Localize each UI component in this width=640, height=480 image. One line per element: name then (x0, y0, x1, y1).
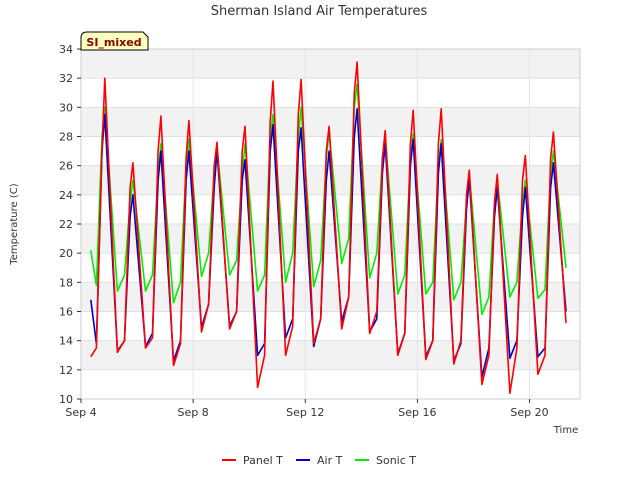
x-tick-label: Sep 20 (510, 406, 548, 419)
plot-band (81, 253, 580, 283)
y-tick-label: 26 (59, 160, 73, 173)
y-tick-label: 16 (59, 306, 73, 319)
legend-label: Panel T (243, 454, 283, 467)
plot-band (81, 78, 580, 108)
x-axis-ticks: Sep 4 Sep 8 Sep 12 Sep 16 Sep 20 (65, 399, 549, 419)
x-tick-label: Sep 4 (65, 406, 96, 419)
plot-band (81, 224, 580, 254)
badge-box (80, 31, 149, 51)
y-tick-label: 22 (59, 218, 73, 231)
y-tick-label: 14 (59, 335, 73, 348)
legend-label: Air T (317, 454, 343, 467)
chart-title: Sherman Island Air Temperatures (211, 4, 428, 19)
legend-label: Sonic T (376, 454, 416, 467)
x-axis-label: Time (553, 425, 578, 436)
y-tick-label: 28 (59, 131, 73, 144)
y-tick-label: 24 (59, 189, 73, 202)
plot-band (81, 107, 580, 137)
x-tick-label: Sep 8 (178, 406, 209, 419)
plot-band (81, 340, 580, 370)
series-line-air-t (90, 108, 567, 378)
y-tick-label: 32 (59, 72, 73, 85)
y-tick-label: 20 (59, 247, 73, 260)
plot-band (81, 369, 580, 399)
plot-band (81, 282, 580, 312)
y-tick-label: 10 (59, 393, 73, 406)
x-tick-label: Sep 16 (398, 406, 436, 419)
legend: Panel T Air T Sonic T (222, 454, 416, 467)
plot-band (81, 49, 580, 79)
y-tick-label: 34 (59, 43, 73, 56)
series-lines (90, 61, 567, 395)
y-tick-label: 30 (59, 101, 73, 114)
badge-label: SI_mixed (86, 36, 141, 49)
series-line-panel-t (90, 61, 567, 395)
y-tick-label: 12 (59, 364, 73, 377)
site-badge: SI_mixed (80, 31, 149, 51)
plot-band (81, 311, 580, 341)
y-axis-label: Temperature (C) (9, 183, 20, 265)
x-tick-label: Sep 12 (286, 406, 324, 419)
y-axis-ticks: 10 12 14 16 18 20 22 24 26 28 30 32 34 (59, 43, 81, 406)
y-tick-label: 18 (59, 276, 73, 289)
